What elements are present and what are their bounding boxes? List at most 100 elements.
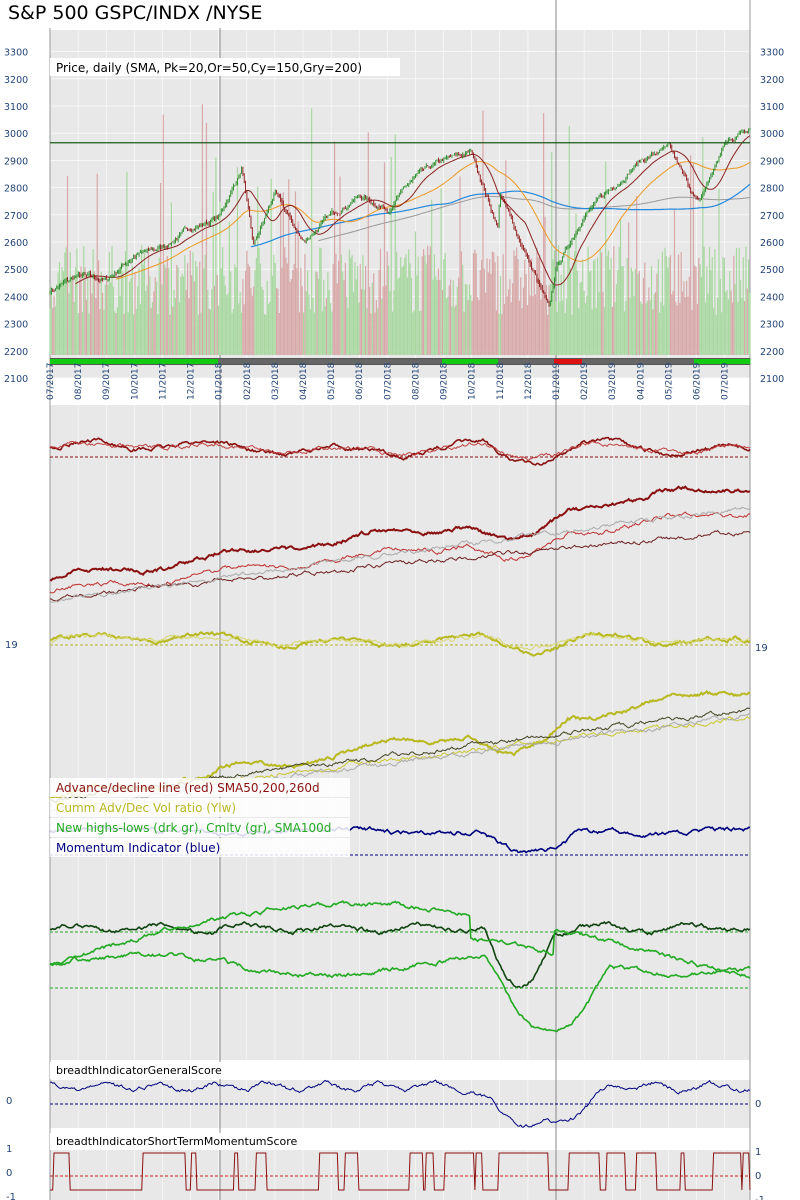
volume-bar: [254, 270, 256, 355]
volume-bar: [217, 305, 220, 355]
regime-segment: [190, 359, 219, 364]
volume-bar: [614, 302, 616, 355]
volume-bar: [594, 259, 596, 355]
volume-bar: [726, 290, 728, 355]
volume-bar: [112, 286, 114, 355]
volume-bar: [711, 256, 713, 355]
volume-bar: [470, 295, 472, 355]
volume-bar: [393, 290, 395, 355]
volume-bar: [543, 112, 545, 356]
volume-bar: [265, 314, 267, 355]
volume-bar: [257, 186, 259, 355]
volume-bar: [288, 179, 290, 355]
volume-bar: [168, 267, 170, 355]
volume-bar: [108, 252, 110, 355]
volume-bar: [439, 280, 441, 355]
y-tick-label-right: 3200: [760, 75, 784, 86]
volume-bar: [294, 191, 297, 355]
volume-bar: [92, 249, 94, 355]
breadth-panel-bg: [50, 405, 750, 1060]
volume-bar: [574, 251, 576, 355]
volume-bar: [385, 285, 387, 355]
volume-bar: [104, 284, 106, 355]
volume-bar: [529, 295, 531, 355]
volume-bar: [302, 312, 305, 355]
ad-sma50: [49, 511, 751, 594]
volume-bar: [186, 263, 189, 355]
volume-bar: [65, 247, 67, 355]
volume-bar: [681, 291, 684, 355]
volume-bar: [68, 293, 70, 355]
volume-bar: [636, 196, 638, 355]
volume-bar: [657, 259, 659, 355]
volume-bar: [449, 279, 452, 355]
volume-bar: [537, 257, 539, 355]
volume-bar: [271, 275, 274, 355]
title-box: S&P 500 GSPC/INDX /NYSE: [0, 0, 500, 28]
volume-bar: [178, 302, 181, 355]
y-tick-label-left: 3200: [4, 75, 28, 86]
volume-bar: [745, 246, 747, 355]
volume-bar: [404, 257, 406, 355]
volume-bar: [124, 251, 127, 355]
volume-bar: [478, 300, 480, 355]
volume-bar: [102, 292, 104, 355]
short-term-right-label: 0: [755, 1171, 761, 1182]
volume-bar: [663, 305, 665, 355]
volume-bar: [213, 285, 216, 355]
volume-bar: [570, 268, 572, 355]
volume-bar: [100, 271, 102, 355]
volume-bar: [715, 314, 717, 355]
volume-bar: [313, 312, 315, 355]
volume-bar: [533, 271, 535, 355]
volume-bar: [352, 291, 355, 355]
volume-bar: [128, 281, 131, 355]
volume-bar: [671, 294, 673, 355]
volume-bar: [195, 261, 197, 355]
regime-segment: [498, 359, 527, 364]
volume-bar: [243, 304, 245, 355]
volume-bar: [642, 278, 645, 355]
regime-segment: [638, 359, 667, 364]
breadth-legend: Advance/decline line (red) SMA50,200,260…: [56, 781, 320, 795]
volume-bar: [120, 261, 123, 355]
volume-bar: [505, 160, 507, 355]
volume-bar: [396, 251, 398, 355]
volume-bar: [89, 269, 92, 355]
volume-bar: [741, 298, 743, 355]
volume-bar: [228, 221, 230, 355]
x-tick-label: 04/2018: [299, 362, 309, 400]
volume-bar: [459, 176, 461, 355]
volume-bar: [452, 280, 454, 355]
volume-bar: [739, 280, 742, 355]
breadth-legend-box: [50, 778, 350, 797]
volume-bar: [435, 276, 437, 355]
volume-bar: [93, 271, 96, 355]
volume-bar: [463, 311, 465, 355]
volume-bar: [571, 314, 573, 355]
volume-bar: [431, 199, 433, 355]
volume-bar: [672, 290, 674, 355]
volume-bar: [497, 256, 499, 355]
volume-bar: [400, 256, 402, 355]
volume-bar: [358, 302, 360, 355]
volume-bar: [76, 248, 78, 355]
volume-bar: [224, 285, 226, 355]
volume-bar: [370, 313, 372, 355]
volume-bar: [365, 265, 367, 355]
short-term-panel-bg: [50, 1150, 750, 1200]
volume-bar: [626, 257, 628, 355]
ad-line: [49, 485, 751, 582]
regime-segment: [666, 359, 695, 364]
volume-bar: [425, 263, 427, 355]
volume-bar: [695, 266, 697, 355]
volume-bar: [159, 183, 162, 355]
volume-bar: [494, 262, 496, 355]
y-tick-label-right: 3300: [760, 48, 784, 59]
volume-bar: [253, 286, 255, 355]
volume-bar: [532, 296, 534, 355]
volume-bar: [528, 254, 530, 355]
volume-bar: [690, 155, 692, 355]
volume-bar: [162, 114, 164, 355]
regime-segment: [358, 359, 387, 364]
